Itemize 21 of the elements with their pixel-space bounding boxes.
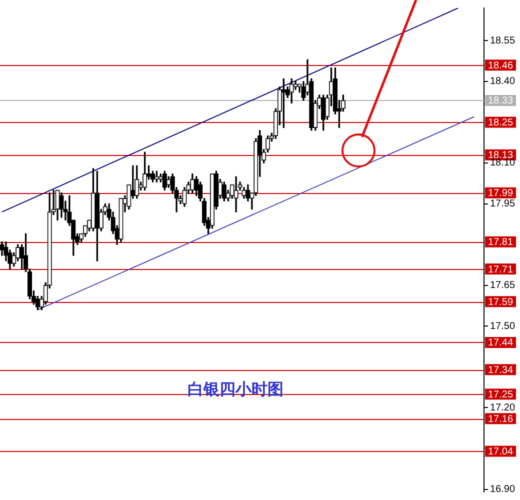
text: 白银四小时图 [188,380,284,399]
y-tick-label: 17.20 [490,402,516,414]
y-tick-label: 16.90 [490,484,516,496]
ref-line-label: 18.25 [488,117,514,128]
ref-line-label: 17.25 [488,389,514,400]
ref-line-label: 17.99 [488,188,514,200]
ref-line-label: 17.16 [488,414,514,425]
ref-line-label: 18.33 [488,96,514,107]
ref-line-label: 18.46 [488,60,514,72]
y-tick-label: 17.95 [490,198,516,210]
y-tick-label: 18.55 [490,35,516,46]
ref-line-label: 17.81 [488,237,514,248]
y-tick-label: 17.50 [490,320,516,332]
y-tick-label: 17.65 [490,280,516,292]
ref-line-label: 17.44 [488,338,514,349]
y-tick-label: 18.40 [490,76,516,88]
ref-line-label: 17.59 [488,296,514,308]
candlestick [234,176,238,212]
ref-line-label: 17.34 [488,364,514,376]
ref-line-label: 17.71 [488,264,514,276]
ref-line-label: 17.04 [488,446,514,458]
